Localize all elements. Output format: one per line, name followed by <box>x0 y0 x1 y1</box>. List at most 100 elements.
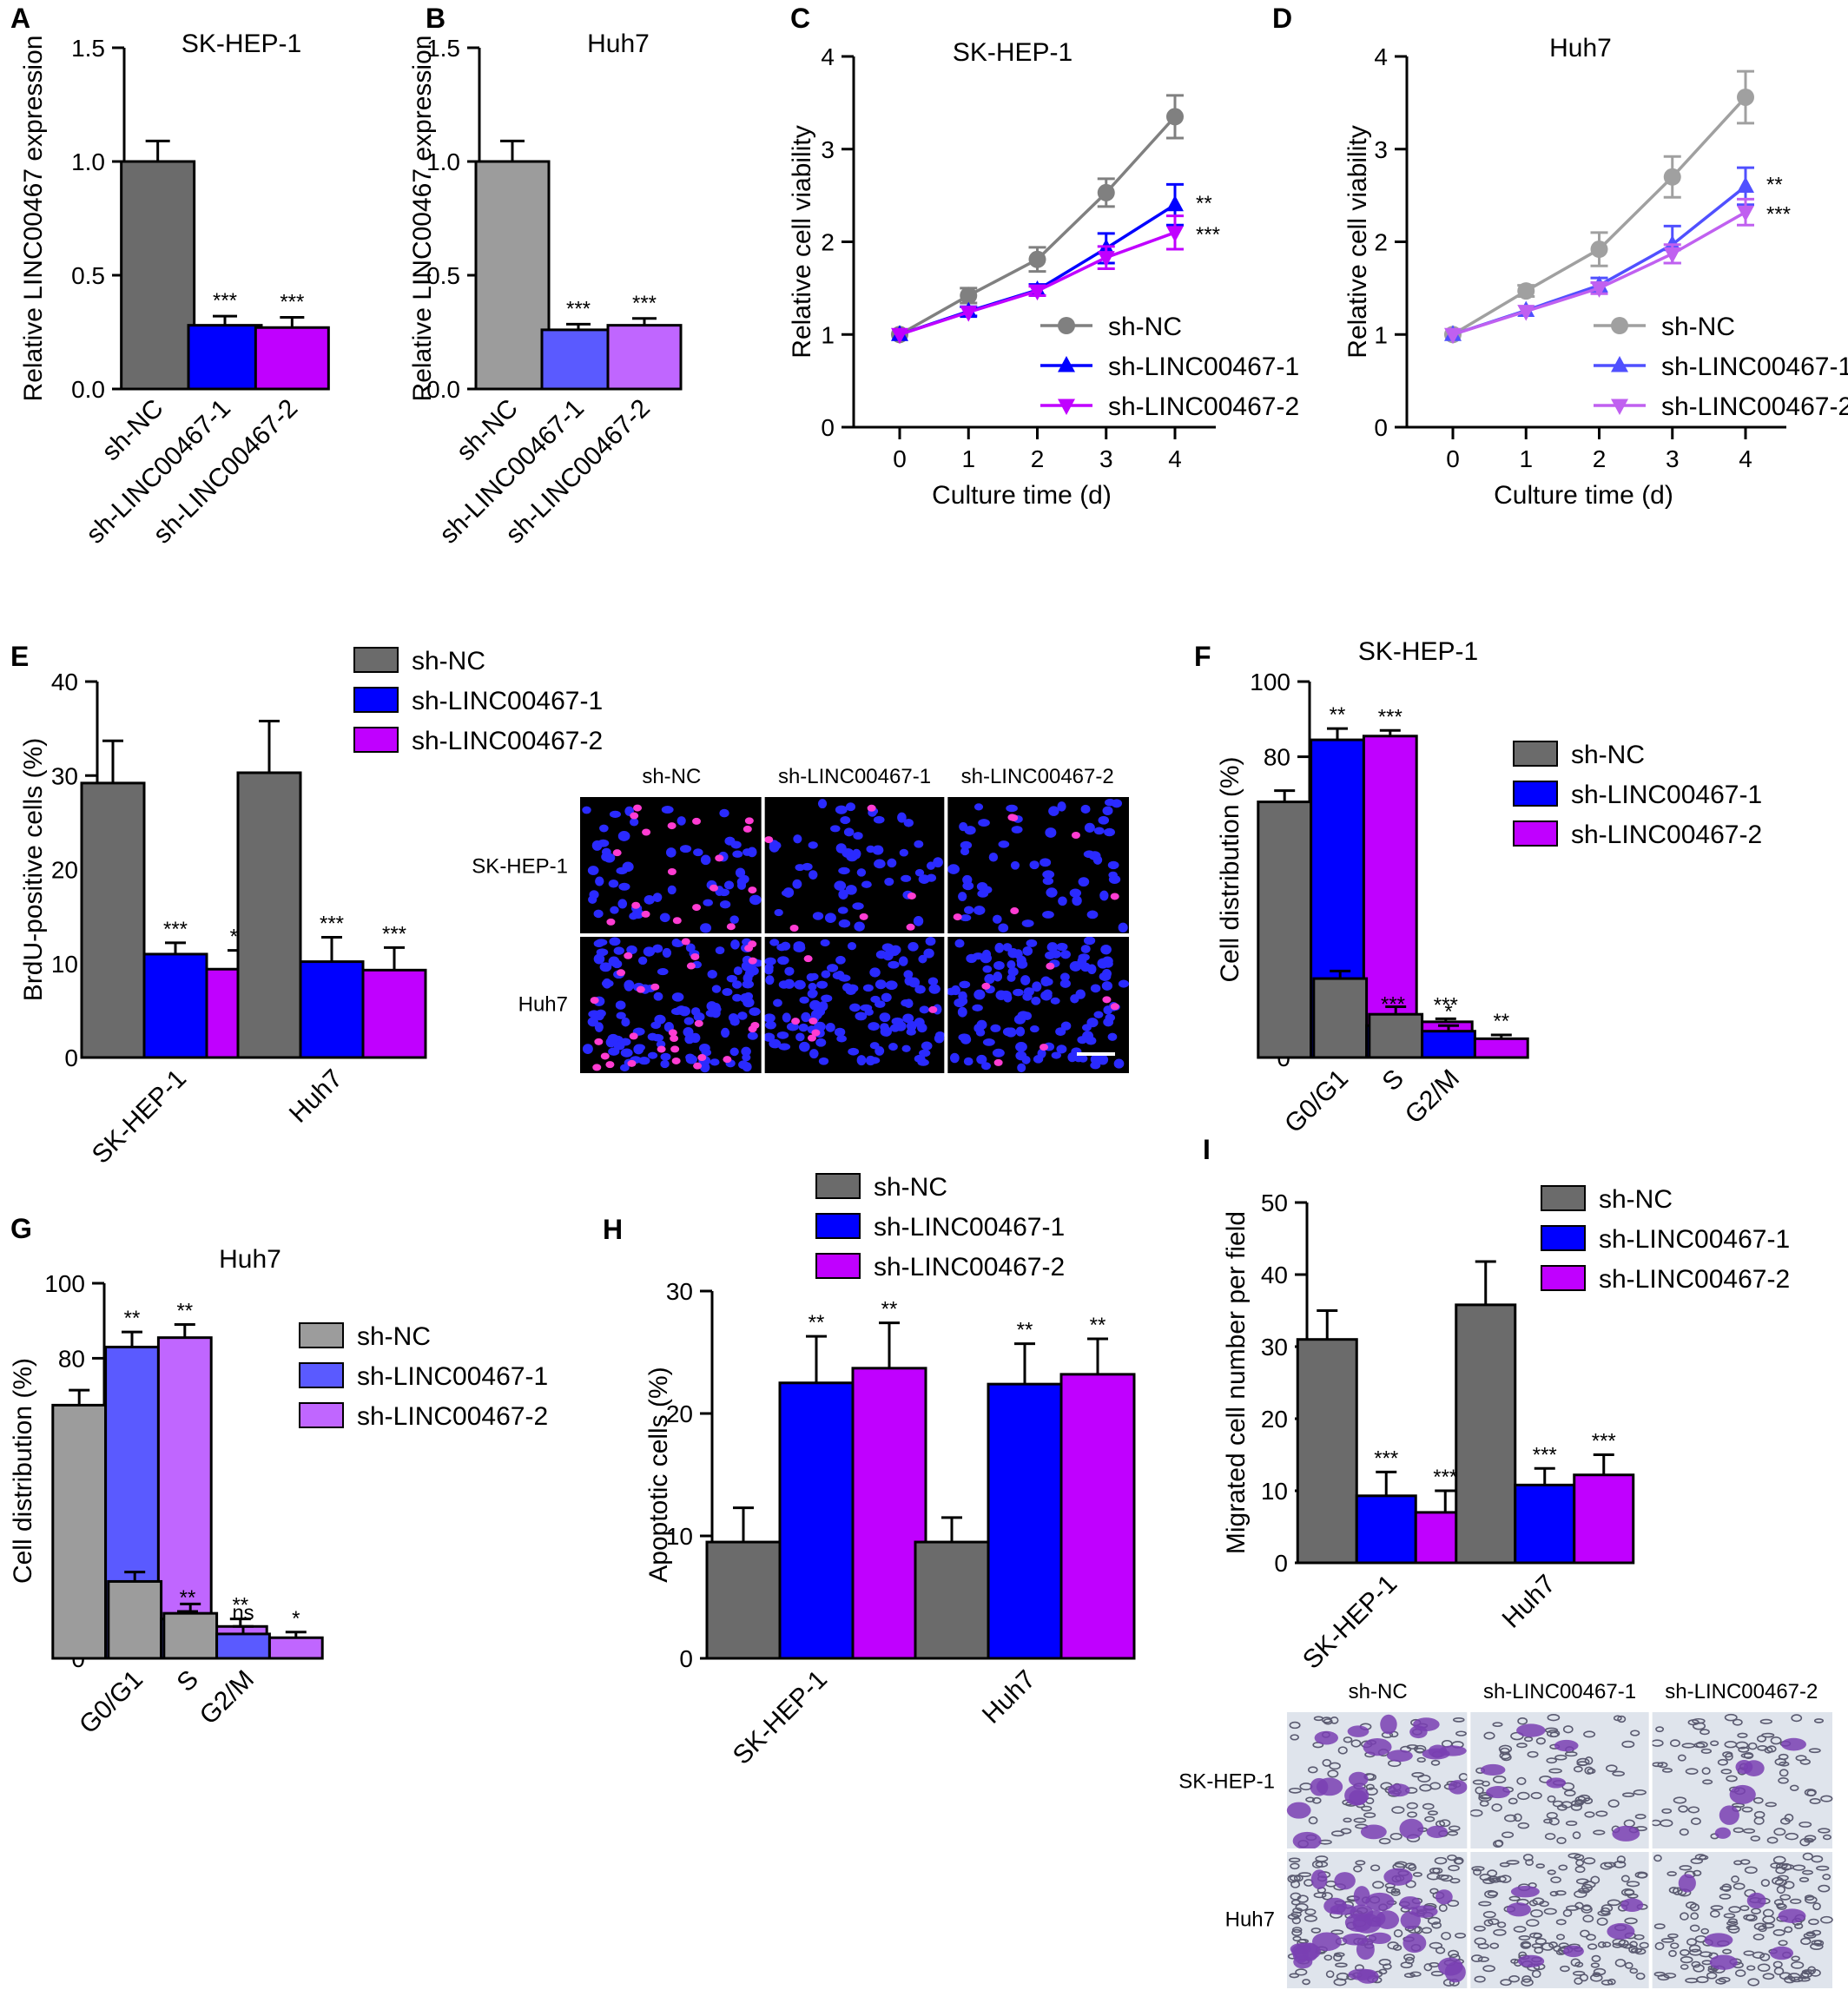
cell-nucleus <box>703 899 713 906</box>
cell-nucleus <box>897 812 907 823</box>
cell-nucleus <box>742 997 755 1008</box>
significance-label: *** <box>1434 993 1458 1017</box>
migrated-cell <box>1399 1818 1424 1840</box>
cell-pore <box>1804 1895 1818 1904</box>
cell-pore <box>1583 1730 1596 1738</box>
cell-nucleus <box>816 980 828 989</box>
cell-pore <box>1820 1915 1833 1924</box>
cell-nucleus <box>958 991 967 1001</box>
cell-pore <box>1372 1881 1384 1889</box>
cell-pore <box>1327 1769 1339 1778</box>
cell-pore <box>1440 1875 1454 1882</box>
cell-pore <box>1693 1743 1706 1749</box>
x-tick-label: 2 <box>1031 445 1045 472</box>
brdu-positive-cell <box>641 910 650 918</box>
cell-pore <box>1330 1830 1345 1837</box>
cell-pore <box>1808 1918 1819 1926</box>
cell-pore <box>1378 1968 1388 1975</box>
brdu-positive-cell <box>606 918 616 926</box>
migrated-cell <box>1607 1923 1635 1940</box>
cell-nucleus <box>593 909 604 919</box>
legend-swatch <box>299 1402 344 1428</box>
cell-nucleus <box>1083 936 1096 946</box>
cell-nucleus <box>624 979 635 991</box>
significance-label: ** <box>176 1300 193 1323</box>
cell-nucleus <box>631 908 644 919</box>
cell-nucleus <box>597 839 610 847</box>
migrated-cell <box>1311 1932 1342 1952</box>
cell-pore <box>1546 1757 1557 1764</box>
cell-nucleus <box>647 1051 658 1059</box>
panel-title: Huh7 <box>587 30 650 58</box>
cell-pore <box>1580 1929 1590 1938</box>
cell-nucleus <box>587 1017 598 1027</box>
bar <box>187 324 263 391</box>
cell-nucleus <box>827 964 839 972</box>
cell-pore <box>1679 1828 1689 1836</box>
cell-pore <box>1780 1817 1791 1825</box>
cell-nucleus <box>1040 976 1052 987</box>
cell-pore <box>1761 1732 1775 1738</box>
cell-nucleus <box>665 847 676 858</box>
cell-nucleus <box>777 956 789 965</box>
migrated-cell <box>1480 1763 1506 1776</box>
data-point <box>1058 356 1075 372</box>
cell-nucleus <box>821 970 831 979</box>
brdu-positive-cell <box>748 940 757 948</box>
cell-pore <box>1337 1746 1348 1755</box>
cell-nucleus <box>610 906 619 914</box>
cell-pore <box>1687 1806 1700 1814</box>
panel-letter: D <box>1272 3 1292 34</box>
cell-nucleus <box>769 840 780 851</box>
cell-pore <box>1785 1832 1799 1841</box>
cell-nucleus <box>992 1048 1005 1058</box>
cell-nucleus <box>613 1041 625 1051</box>
cell-pore <box>1747 1742 1758 1750</box>
cell-nucleus <box>693 848 703 857</box>
y-tick-label: 3 <box>1374 136 1388 163</box>
x-tick-label: 4 <box>1739 445 1752 472</box>
cell-nucleus <box>1051 1051 1061 1059</box>
brdu-positive-cell <box>636 985 645 993</box>
migrated-cell <box>1310 1869 1328 1889</box>
y-tick-label: 2 <box>1374 229 1388 256</box>
cell-nucleus <box>653 992 663 1001</box>
cell-pore <box>1343 1736 1353 1743</box>
cell-nucleus <box>710 1008 721 1018</box>
cell-pore <box>1405 1956 1415 1965</box>
cell-nucleus <box>1056 1044 1067 1054</box>
cell-nucleus <box>977 889 989 898</box>
legend-swatch <box>1513 781 1558 807</box>
cell-pore <box>1605 1764 1618 1773</box>
cell-nucleus <box>1046 887 1058 898</box>
cell-pore <box>1772 1928 1785 1936</box>
cell-pore <box>1689 1903 1700 1912</box>
cell-pore <box>1453 1856 1464 1865</box>
cell-nucleus <box>853 832 863 840</box>
cell-pore <box>1804 1789 1817 1796</box>
y-tick-label: 80 <box>1264 744 1290 771</box>
cell-nucleus <box>1045 827 1057 838</box>
cell-pore <box>1287 1875 1298 1883</box>
brdu-positive-cell <box>690 952 700 960</box>
cell-nucleus <box>862 984 874 992</box>
cell-pore <box>1802 1852 1813 1861</box>
migrated-cell <box>1368 1932 1391 1944</box>
cell-pore <box>1482 1911 1496 1919</box>
cell-pore <box>1516 1776 1527 1785</box>
cell-pore <box>1527 1750 1539 1758</box>
legend-label: sh-NC <box>1571 741 1645 769</box>
cell-nucleus <box>679 845 692 853</box>
migrated-cell <box>1678 1874 1696 1893</box>
significance-label: ** <box>1090 1314 1106 1337</box>
cell-pore <box>1813 1718 1825 1723</box>
cell-nucleus <box>659 913 670 923</box>
migrated-cell <box>1293 1955 1313 1969</box>
legend-swatch <box>1513 741 1558 767</box>
x-tick-label: Huh7 <box>977 1665 1041 1730</box>
brdu-positive-cell <box>748 886 757 894</box>
cell-pore <box>1513 1813 1522 1822</box>
cell-pore <box>1614 1959 1627 1967</box>
x-tick-label: 1 <box>961 445 975 472</box>
cell-pore <box>1732 1718 1743 1726</box>
